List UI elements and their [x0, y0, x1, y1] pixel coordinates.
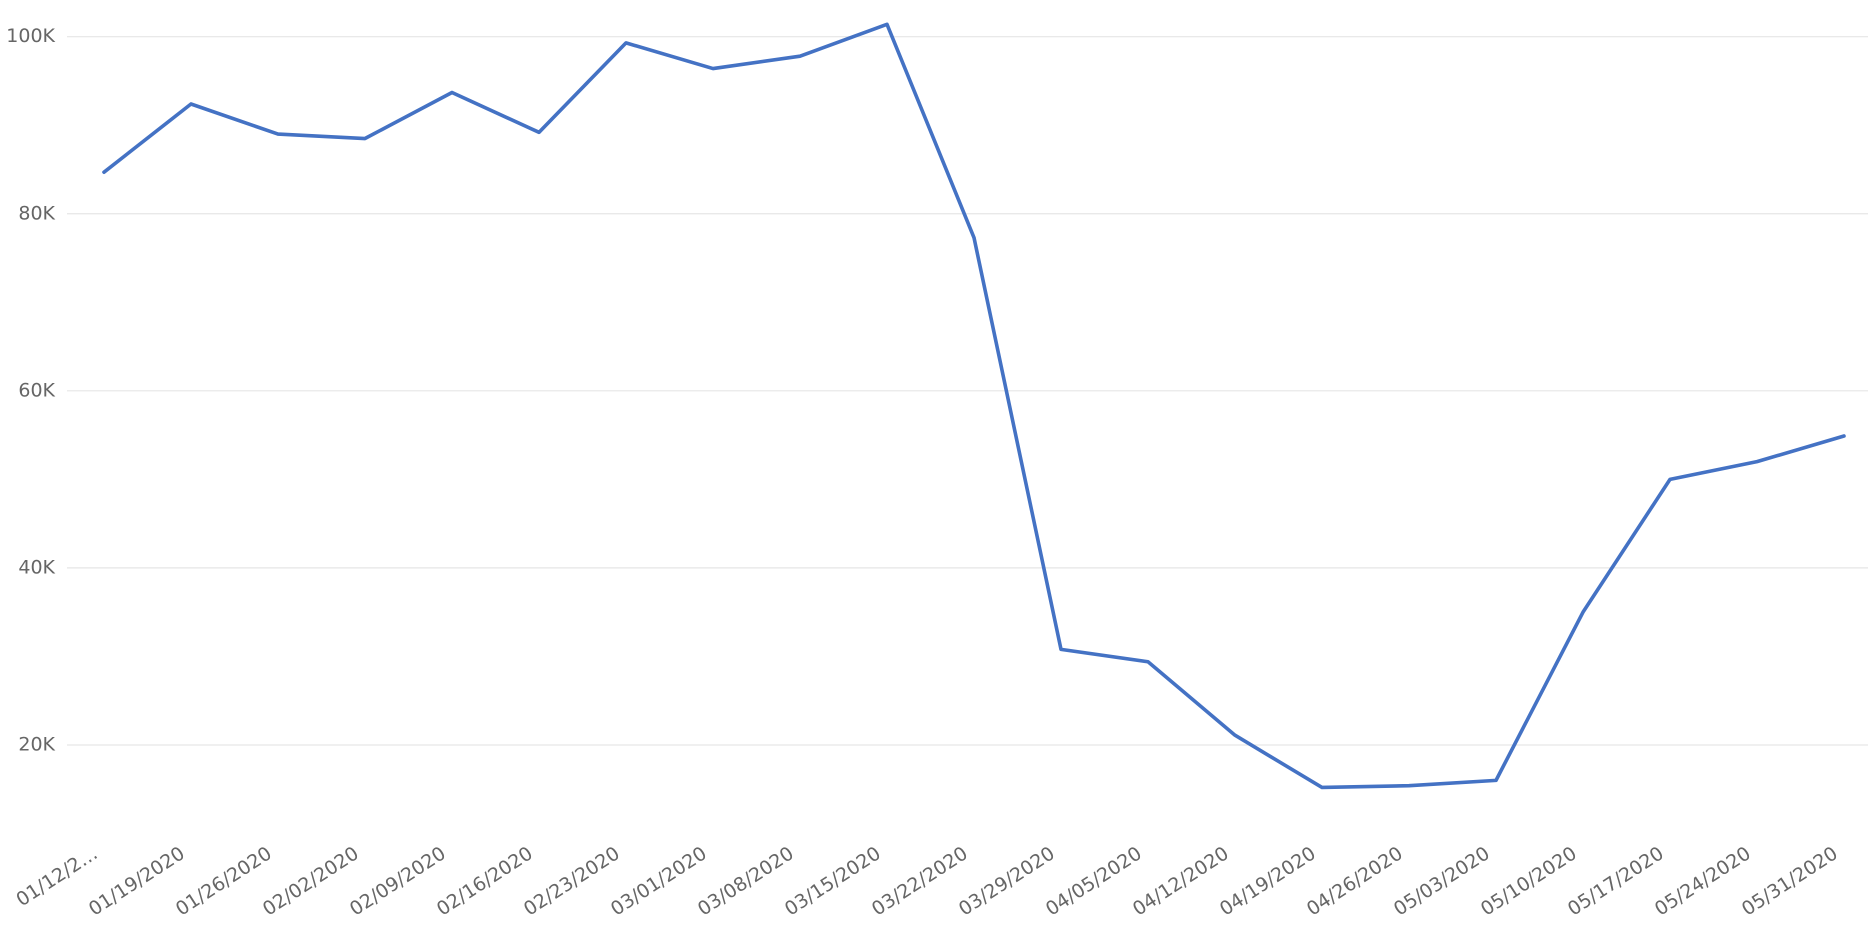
x-tick-label: 02/23/2020: [520, 842, 624, 920]
x-tick-label: 02/02/2020: [259, 842, 363, 920]
data-line: [102, 22, 1846, 790]
x-tick-label: 01/26/2020: [172, 842, 276, 920]
x-tick-label: 03/08/2020: [694, 842, 798, 920]
y-tick-label: 60K: [18, 379, 55, 401]
x-tick-label: 05/17/2020: [1564, 842, 1668, 920]
x-tick-label: 05/31/2020: [1738, 842, 1842, 920]
y-tick-label: 40K: [18, 556, 55, 578]
x-tick-label: 05/10/2020: [1477, 842, 1581, 920]
x-tick-label: 04/26/2020: [1303, 842, 1407, 920]
x-tick-label: 04/05/2020: [1042, 842, 1146, 920]
x-tick-label: 02/16/2020: [433, 842, 537, 920]
x-tick-label: 03/29/2020: [955, 842, 1059, 920]
x-tick-label: 03/15/2020: [781, 842, 885, 920]
x-tick-label: 04/19/2020: [1216, 842, 1320, 920]
x-tick-label: 02/09/2020: [346, 842, 450, 920]
x-tick-label: 05/24/2020: [1651, 842, 1755, 920]
x-tick-label: 03/22/2020: [868, 842, 972, 920]
y-tick-label: 80K: [18, 202, 55, 224]
x-tick-label: 03/01/2020: [607, 842, 711, 920]
y-tick-label: 20K: [18, 733, 55, 755]
x-tick-label: 04/12/2020: [1129, 842, 1233, 920]
x-tick-label: 01/19/2020: [85, 842, 189, 920]
y-tick-label: 100K: [6, 25, 55, 47]
x-tick-label: 05/03/2020: [1390, 842, 1494, 920]
